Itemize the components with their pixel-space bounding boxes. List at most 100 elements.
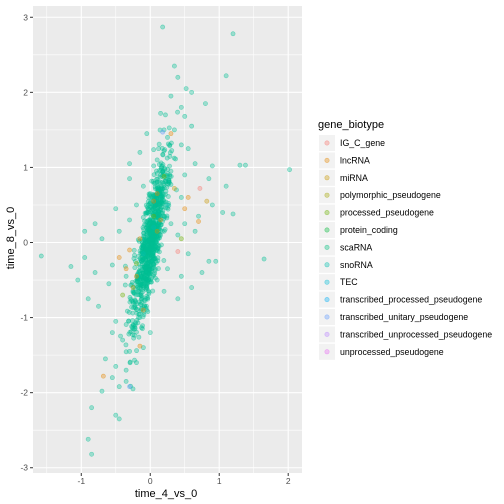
scatter-point-lncRNA xyxy=(127,247,132,253)
cluster-point xyxy=(167,142,173,148)
scatter-point-transcribed-processed-pseudogene xyxy=(160,129,166,135)
y-tick-label: 1 xyxy=(23,162,28,172)
legend-label: transcribed_unprocessed_pseudogene xyxy=(340,329,492,339)
scatter-point-protein-coding xyxy=(182,113,188,119)
cluster-point xyxy=(150,288,156,294)
scatter-point-protein-coding xyxy=(103,356,108,362)
scatter-point-processed-pseudogene xyxy=(151,213,157,219)
scatter-point-protein-coding xyxy=(220,210,226,215)
scatter-point-protein-coding xyxy=(140,183,146,189)
scatter-point-protein-coding xyxy=(130,322,136,328)
scatter-point-protein-coding xyxy=(171,63,177,69)
scatter-point-protein-coding xyxy=(158,110,164,116)
scatter-point-protein-coding xyxy=(230,31,236,37)
cluster-point xyxy=(158,193,164,199)
scatter-point-protein-coding xyxy=(109,375,115,381)
y-tick-label: -3 xyxy=(20,463,28,473)
cluster-point xyxy=(160,168,166,174)
scatter-point-protein-coding xyxy=(120,337,126,343)
legend-entry: snoRNA xyxy=(319,256,373,273)
cluster-point xyxy=(127,299,133,305)
scatter-point-lncRNA xyxy=(134,273,139,279)
cluster-point xyxy=(152,180,158,186)
legend-key-background xyxy=(319,256,335,273)
legend-entry: transcribed_unitary_pseudogene xyxy=(319,309,468,325)
scatter-point-miRNA xyxy=(171,186,177,191)
scatter-point-protein-coding xyxy=(199,270,205,275)
scatter-point-protein-coding xyxy=(127,348,132,354)
scatter-point-lncRNA xyxy=(151,198,157,204)
legend-key-background xyxy=(319,135,335,151)
scatter-point-processed-pseudogene xyxy=(161,174,167,179)
scatter-point-protein-coding xyxy=(127,176,132,182)
legend-key-background xyxy=(319,187,335,204)
legend-key-point xyxy=(324,210,330,216)
scatter-point-unprocessed-pseudogene xyxy=(175,249,181,254)
scatter-point-protein-coding xyxy=(189,89,195,95)
cluster-point xyxy=(138,268,143,274)
legend-entry: processed_pseudogene xyxy=(319,204,434,221)
scatter-point-protein-coding xyxy=(178,195,184,200)
scatter-point-lncRNA xyxy=(182,206,188,212)
legend-key-point xyxy=(324,157,330,163)
scatter-point-protein-coding xyxy=(113,363,119,369)
scatter-point-protein-coding xyxy=(151,163,157,169)
scatter-point-protein-coding xyxy=(287,167,292,173)
y-tick-label: 3 xyxy=(23,12,28,22)
cluster-point xyxy=(142,266,148,272)
cluster-point xyxy=(131,305,136,311)
scatter-point-lncRNA xyxy=(123,266,129,272)
cluster-point xyxy=(136,315,141,320)
cluster-point xyxy=(136,288,142,294)
cluster-point xyxy=(158,160,164,166)
scatter-point-protein-coding xyxy=(116,416,122,422)
scatter-point-protein-coding xyxy=(113,318,119,324)
legend-entry: TEC xyxy=(319,274,358,291)
x-tick-label: -1 xyxy=(78,476,86,486)
scatter-point-protein-coding xyxy=(147,191,153,197)
scatter-point-protein-coding xyxy=(144,307,150,313)
scatter-point-protein-coding xyxy=(92,270,98,275)
cluster-point xyxy=(145,239,150,245)
scatter-point-protein-coding xyxy=(38,253,44,259)
legend-entry: lncRNA xyxy=(319,152,370,169)
data-points xyxy=(38,24,292,457)
scatter-point-unprocessed-pseudogene xyxy=(197,186,203,191)
scatter-point-protein-coding xyxy=(223,183,229,189)
legend-key-background xyxy=(319,222,335,238)
scatter-point-protein-coding xyxy=(82,255,88,260)
cluster-point xyxy=(122,282,128,288)
scatter-point-protein-coding xyxy=(89,405,95,411)
scatter-point-protein-coding xyxy=(189,123,195,129)
scatter-point-protein-coding xyxy=(92,221,98,227)
cluster-point xyxy=(151,147,157,153)
scatter-point-protein-coding xyxy=(178,273,184,279)
legend-label: snoRNA xyxy=(340,260,373,270)
legend-label: protein_coding xyxy=(340,225,398,235)
scatter-point-protein-coding xyxy=(123,379,129,384)
cluster-point xyxy=(165,194,171,199)
y-axis: -3 -2 -1 0 1 2 3 xyxy=(20,12,33,473)
legend-entry: scaRNA xyxy=(319,239,372,256)
cluster-point xyxy=(155,236,161,242)
scatter-point-lncRNA xyxy=(196,219,201,224)
scatter-point-protein-coding xyxy=(123,273,129,279)
cluster-point xyxy=(144,269,149,275)
scatter-point-protein-coding xyxy=(99,236,105,242)
scatter-point-protein-coding xyxy=(82,228,88,234)
cluster-point xyxy=(149,275,155,281)
legend-entry: polymorphic_pseudogene xyxy=(319,187,441,204)
cluster-point xyxy=(140,326,145,332)
scatter-point-protein-coding xyxy=(213,258,219,264)
legend-entry: protein_coding xyxy=(319,222,398,238)
scatter-point-protein-coding xyxy=(134,202,139,208)
scatter-point-protein-coding xyxy=(161,148,167,154)
legend-label: polymorphic_pseudogene xyxy=(340,190,441,200)
scatter-point-protein-coding xyxy=(175,296,181,302)
cluster-point xyxy=(175,109,180,115)
scatter-point-snoRNA xyxy=(165,202,170,208)
cluster-point xyxy=(157,200,162,206)
scatter-point-protein-coding xyxy=(178,142,184,148)
cluster-point xyxy=(147,231,152,237)
scatter-point-protein-coding xyxy=(106,281,112,287)
